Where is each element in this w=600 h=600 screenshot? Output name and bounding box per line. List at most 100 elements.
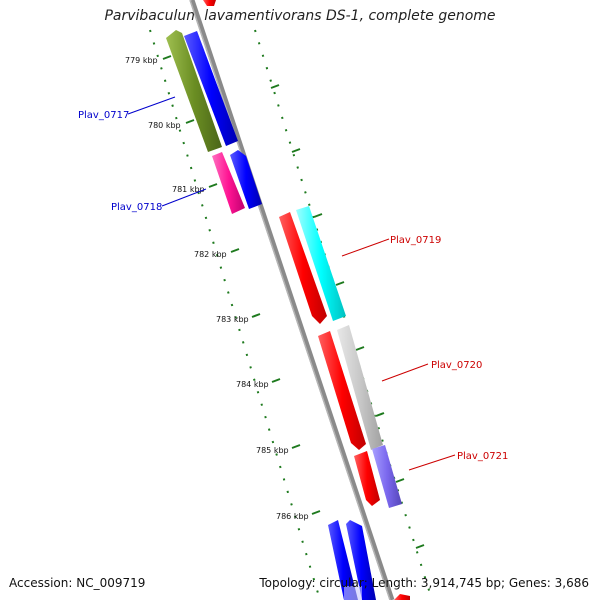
ruler-dot [208,228,211,232]
gene-feature-plav-0721[interactable] [372,445,402,508]
ruler-dot [182,141,185,145]
gene-feature-partial-bottom[interactable] [394,594,410,600]
ruler-dot [178,129,182,132]
ruler-dot [254,29,257,33]
gene-label-plav-0721[interactable]: Plav_0721 [457,451,508,462]
ruler-dot [373,414,377,418]
ruler-dot [230,303,234,307]
ruler-dot [377,426,380,430]
accession-text: Accession: NC_009719 [9,576,146,590]
ruler-dot [201,204,204,207]
ruler-dot [160,67,163,70]
ruler-outer-tick [270,84,280,89]
ruler-dot [419,563,423,567]
ruler-dot [296,166,299,169]
ruler-major-tick [185,119,195,124]
gene-feature-plav-0719[interactable] [296,206,346,321]
ruler-dot [167,92,171,95]
ruler-dot [315,228,319,231]
ruler-ring-inner [149,29,319,593]
gene-feature-plav-0717[interactable] [166,30,222,152]
gene-labels: Plav_0717 Plav_0718 Plav_0719 Plav_0720 … [78,110,508,462]
ruler-dot [300,178,303,182]
gene-leaders [127,96,456,471]
genome-summary-text: Topology: circular; Length: 3,914,745 bp… [259,576,589,590]
ruler-dot [265,66,269,70]
ruler-dot [152,42,156,45]
ruler-dot [281,116,284,120]
leader-plav-0718 [161,188,207,207]
ruler-label-781: 781 kbp [172,185,205,194]
gene-feature-red-1[interactable] [279,212,327,324]
gene-label-plav-0719[interactable]: Plav_0719 [390,235,441,246]
genome-backbone [189,0,395,600]
ruler-outer-tick [395,478,405,483]
ruler-dot [381,439,384,442]
ruler-label-786: 786 kbp [276,512,309,521]
ruler-dot [305,552,308,556]
leader-plav-0720 [381,363,429,382]
ruler-dot [189,166,193,170]
ruler-dot [404,513,407,517]
ruler-labels: 779 kbp 780 kbp 781 kbp 782 kbp 783 kbp … [125,56,309,521]
ruler-label-785: 785 kbp [256,446,289,455]
ruler-dot [241,341,245,344]
ruler-dot [219,266,223,269]
ruler-dot [275,453,278,456]
ruler-dot [427,588,431,591]
gene-label-plav-0718[interactable]: Plav_0718 [111,202,162,213]
gene-feature-red-2[interactable] [318,331,366,450]
gene-label-plav-0720[interactable]: Plav_0720 [431,360,482,371]
ruler-dot [269,79,272,82]
ruler-outer-tick [291,148,301,153]
gene-feature-plav-0718[interactable] [212,152,245,214]
ruler-dot [293,515,297,519]
ruler-dot [282,478,286,481]
ruler-dot [408,526,411,529]
ruler-dot [256,390,260,394]
ruler-major-tick [251,313,261,318]
ruler-dot [400,501,404,505]
ruler-label-782: 782 kbp [194,250,227,259]
ruler-dot [156,54,159,58]
ruler-dot [279,465,282,469]
ruler-major-tick [291,444,301,449]
ruler-dot [261,54,265,58]
gene-feature-red-3[interactable] [354,451,380,506]
gene-feature-blue-3[interactable] [328,520,358,600]
ruler-dot [245,353,249,357]
ruler-dot [204,216,208,220]
gene-label-plav-0717[interactable]: Plav_0717 [78,110,129,121]
ruler-dot [267,428,271,431]
ruler-dot [163,79,167,82]
ruler-outer-tick [313,213,323,218]
ruler-ticks [162,55,425,549]
ruler-dot [273,91,276,95]
ruler-dot [249,366,252,369]
gene-feature-blue-4[interactable] [346,520,376,600]
gene-features [166,0,410,600]
ruler-dot [316,590,319,593]
ruler-label-779: 779 kbp [125,56,158,65]
ruler-dot [308,203,311,207]
gene-feature-partial-top[interactable] [203,0,216,6]
ruler-label-783: 783 kbp [216,315,249,324]
ruler-dot [171,104,174,107]
leader-plav-0721 [408,454,456,471]
ruler-dot [215,253,219,257]
ruler-outer-tick [335,281,345,286]
gene-feature-blue-2[interactable] [230,150,262,209]
ruler-outer-tick [415,544,425,549]
ruler-dot [304,191,307,194]
ruler-dot [234,316,237,319]
ruler-dot [301,540,304,544]
gene-feature-blue-1[interactable] [184,31,238,146]
ruler-label-780: 780 kbp [148,121,181,130]
ruler-dot [288,141,292,144]
ruler-dot [297,527,301,531]
ruler-dot [227,291,230,294]
ruler-dot [312,577,316,581]
gene-feature-plav-0720[interactable] [337,325,383,450]
ruler-dot [175,116,178,120]
